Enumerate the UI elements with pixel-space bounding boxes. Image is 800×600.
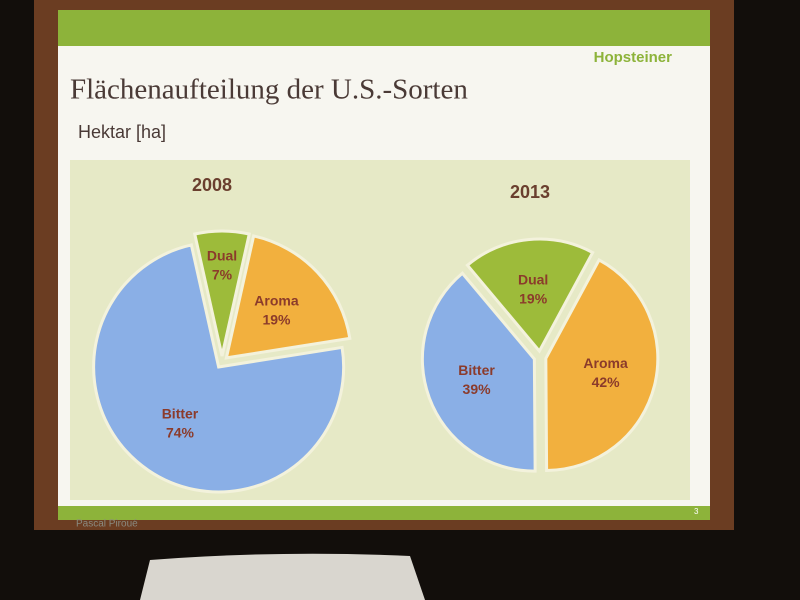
pie-slice (224, 234, 352, 360)
slice-value-label: 39% (463, 381, 492, 397)
pie-slice (420, 271, 537, 473)
pie-slice (544, 257, 660, 472)
slide-title: Flächenaufteilung der U.S.-Sorten (70, 74, 468, 106)
slice-label: Aroma (254, 293, 299, 309)
slice-value-label: 19% (262, 312, 291, 328)
header-band (58, 10, 710, 46)
lectern (140, 553, 425, 600)
slice-value-label: 19% (519, 290, 548, 306)
chart-title: 2013 (510, 182, 550, 202)
slice-value-label: 42% (592, 374, 621, 390)
pie-slice (465, 237, 595, 354)
slice-label: Aroma (583, 355, 628, 371)
pie-slice (192, 229, 252, 357)
slide-subtitle: Hektar [ha] (78, 122, 166, 142)
presenter: Pascal Piroué (76, 519, 138, 530)
page-number: 3 (694, 507, 699, 516)
slice-label: Dual (518, 271, 548, 287)
footer-band (58, 506, 710, 520)
slice-label: Bitter (162, 406, 199, 422)
charts: 2008 Dual 7% Aroma 19% Bitter 74% 2013 Dual 19% Ar… (92, 175, 660, 494)
logo: Hopsteiner (594, 49, 673, 66)
slice-value-label: 74% (166, 425, 195, 441)
chart-title: 2008 (192, 175, 232, 195)
slice-value-label: 7% (212, 267, 233, 283)
slice-label: Dual (207, 248, 237, 264)
slice-label: Bitter (458, 362, 495, 378)
pie-slice (92, 243, 346, 494)
